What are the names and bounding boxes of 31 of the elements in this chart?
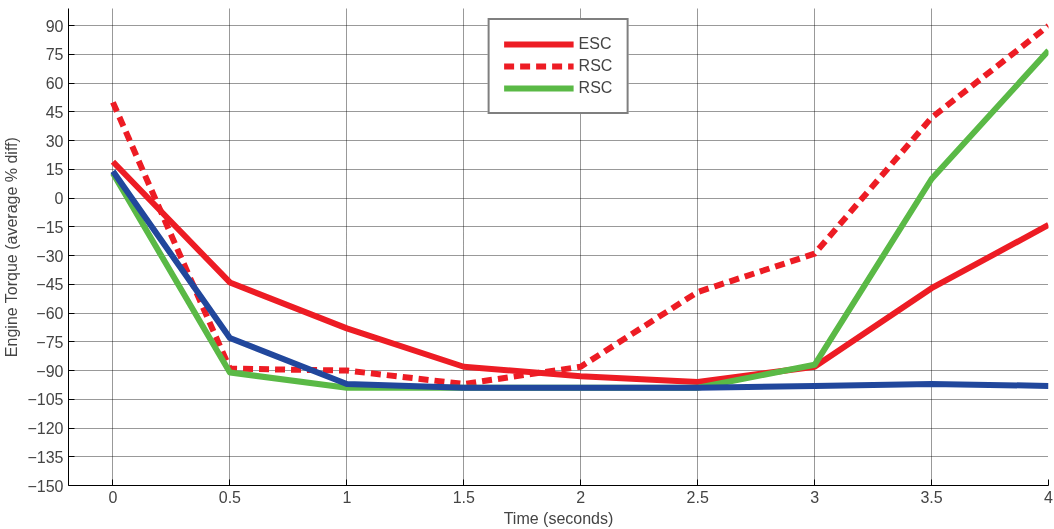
y-tick-label: −75 [36,333,64,351]
x-tick-label: 3 [810,488,820,506]
x-tick-label: 4 [1044,488,1054,506]
y-tick-label: −90 [36,362,64,380]
y-axis-title: Engine Torque (average % diff) [3,137,21,358]
legend-label: RSC [578,79,613,97]
x-tick-label: 1.5 [452,488,475,506]
y-tick-label: −105 [27,391,64,409]
y-tick-label: 30 [45,132,64,150]
legend-label: ESC [578,35,612,53]
x-tick-label: 3.5 [920,488,943,506]
y-tick-label: −45 [36,276,64,294]
y-tick-label: −30 [36,247,64,265]
legend-label: RSC [578,57,613,75]
y-tick-label: 75 [45,46,64,64]
y-tick-label: −60 [36,305,64,323]
y-tick-label: −15 [36,218,64,236]
y-tick-label: −120 [27,420,64,438]
x-tick-label: 0 [108,488,118,506]
y-tick-label: 60 [45,75,64,93]
y-tick-label: −150 [27,477,64,495]
x-tick-label: 0.5 [218,488,242,506]
y-tick-label: 0 [54,190,64,208]
y-tick-label: 15 [45,161,64,179]
y-tick-label: 90 [45,17,64,35]
y-tick-label: 45 [45,103,64,121]
y-tick-label: −135 [27,448,64,466]
x-tick-label: 2 [576,488,586,506]
x-axis-title: Time (seconds) [503,509,614,527]
x-tick-label: 2.5 [686,488,709,506]
x-tick-label: 1 [342,488,352,506]
